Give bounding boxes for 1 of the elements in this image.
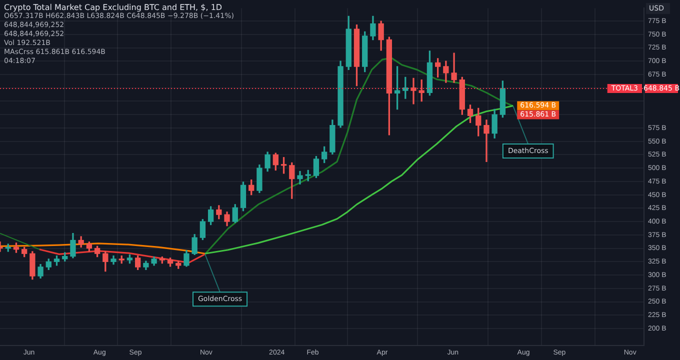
chart-title: Crypto Total Market Cap Excluding BTC and ETH, $, 1D [4, 3, 224, 12]
